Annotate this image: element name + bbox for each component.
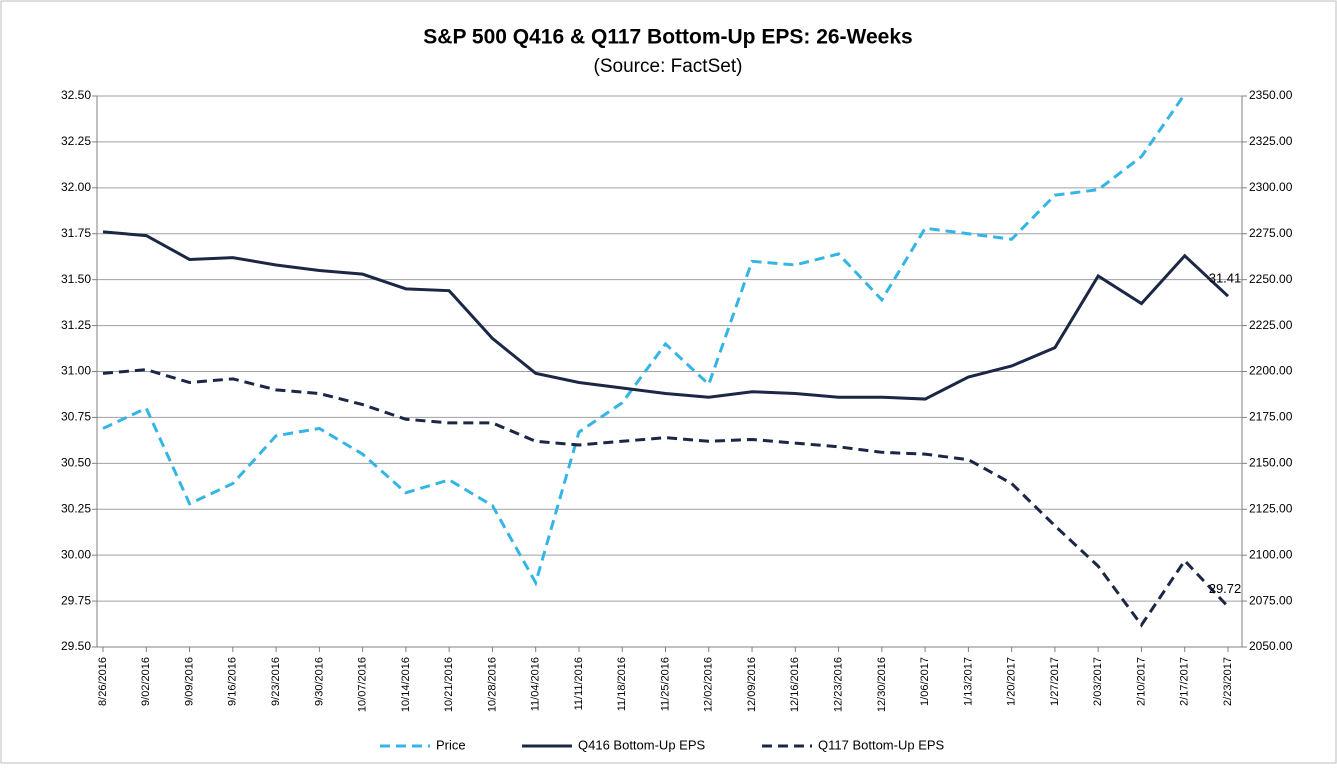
y2-tick-label: 2075.00 <box>1249 593 1293 607</box>
x-tick-label: 11/11/2016 <box>573 657 585 710</box>
y-tick-label: 31.50 <box>61 272 91 286</box>
x-tick-label: 12/16/2016 <box>789 657 801 712</box>
x-tick-label: 1/06/2017 <box>919 657 931 706</box>
series-line <box>102 368 1230 628</box>
y-tick-label: 32.25 <box>61 134 91 148</box>
x-tick-label: 1/20/2017 <box>1006 657 1018 706</box>
x-tick-label: 10/07/2016 <box>357 657 369 712</box>
x-tick-label: 9/02/2016 <box>140 657 152 706</box>
x-tick-label: 10/21/2016 <box>443 657 455 712</box>
y2-tick-label: 2150.00 <box>1249 456 1293 470</box>
x-tick-label: 12/23/2016 <box>832 657 844 712</box>
series-line <box>102 96 1186 587</box>
y-tick-label: 30.00 <box>61 547 91 561</box>
x-tick-label: 10/28/2016 <box>486 657 498 712</box>
x-tick-label: 12/02/2016 <box>703 657 715 712</box>
x-tick-label: 9/23/2016 <box>270 657 282 706</box>
chart-subtitle: (Source: FactSet) <box>594 56 743 77</box>
plot-area <box>102 96 1230 628</box>
legend-label: Q117 Bottom-Up EPS <box>818 737 945 752</box>
y-tick-label: 30.75 <box>61 410 91 424</box>
y2-tick-label: 2275.00 <box>1249 226 1293 240</box>
x-tick-label: 2/03/2017 <box>1092 657 1104 706</box>
x-tick-label: 10/14/2016 <box>400 657 412 712</box>
legend-label: Price <box>436 737 466 752</box>
y2-tick-label: 2125.00 <box>1249 501 1293 515</box>
y2-tick-label: 2100.00 <box>1249 547 1293 561</box>
y2-tick-label: 2350.00 <box>1249 88 1293 102</box>
y-tick-label: 31.75 <box>61 226 91 240</box>
x-tick-label: 9/16/2016 <box>227 657 239 706</box>
x-tick-label: 12/30/2016 <box>876 657 888 712</box>
y-tick-label: 31.25 <box>61 318 91 332</box>
y2-tick-label: 2300.00 <box>1249 180 1293 194</box>
data-label: 31.41 <box>1209 271 1242 286</box>
x-tick-label: 1/27/2017 <box>1049 657 1061 706</box>
y-tick-label: 32.00 <box>61 180 91 194</box>
x-tick-label: 8/26/2016 <box>97 657 109 706</box>
x-tick-label: 11/25/2016 <box>659 657 671 711</box>
x-tick-label: 1/13/2017 <box>962 657 974 706</box>
y-tick-label: 30.25 <box>61 501 91 515</box>
y-tick-label: 29.75 <box>61 593 91 607</box>
y2-tick-label: 2050.00 <box>1249 639 1293 653</box>
x-tick-label: 11/04/2016 <box>530 657 542 711</box>
y2-tick-label: 2175.00 <box>1249 410 1293 424</box>
y2-tick-label: 2200.00 <box>1249 364 1293 378</box>
y-tick-label: 30.50 <box>61 456 91 470</box>
y2-tick-label: 2225.00 <box>1249 318 1293 332</box>
x-tick-label: 11/18/2016 <box>616 657 628 711</box>
legend-label: Q416 Bottom-Up EPS <box>578 737 705 752</box>
y-tick-label: 31.00 <box>61 364 91 378</box>
x-tick-label: 9/30/2016 <box>313 657 325 706</box>
x-tick-label: 2/17/2017 <box>1179 657 1191 706</box>
x-tick-label: 2/10/2017 <box>1135 657 1147 706</box>
data-label: 29.72 <box>1209 581 1242 596</box>
y2-tick-label: 2325.00 <box>1249 134 1293 148</box>
y2-tick-label: 2250.00 <box>1249 272 1293 286</box>
x-tick-label: 2/23/2017 <box>1222 657 1234 706</box>
chart-title: S&P 500 Q416 & Q117 Bottom-Up EPS: 26-We… <box>423 26 912 49</box>
y-tick-label: 29.50 <box>61 639 91 653</box>
series-line <box>102 230 1230 401</box>
x-tick-label: 9/09/2016 <box>183 657 195 706</box>
x-tick-label: 12/09/2016 <box>746 657 758 712</box>
y-tick-label: 32.50 <box>61 88 91 102</box>
